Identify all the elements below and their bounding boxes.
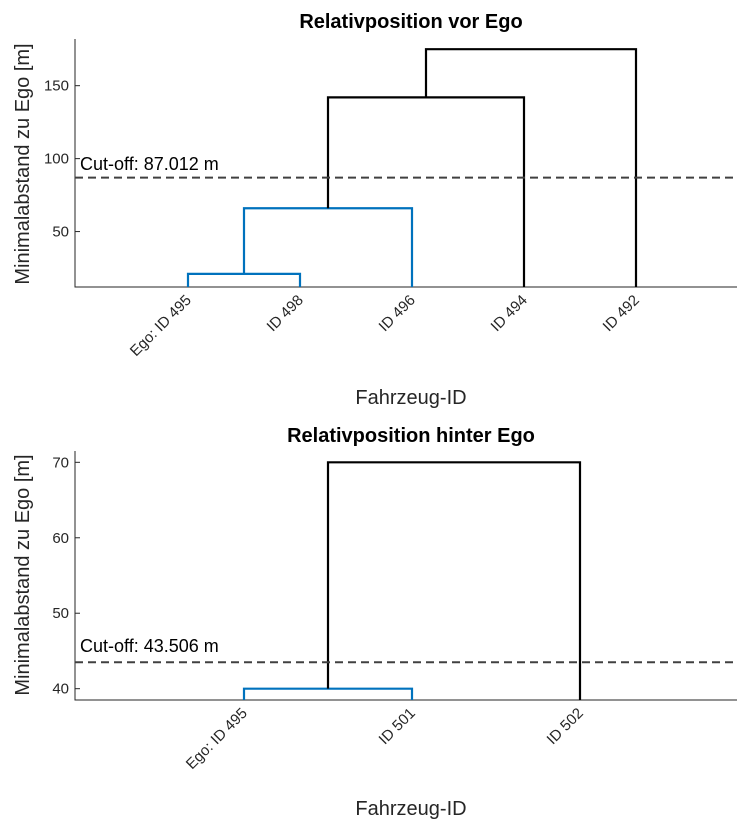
cutoff-label: Cut-off: 43.506 m — [80, 636, 219, 656]
dendrogram-panel-rear: Relativposition hinter Ego Minimalabstan… — [12, 425, 737, 820]
y-tick-label: 50 — [52, 224, 69, 241]
y-axis-label: Minimalabstand zu Ego [m] — [12, 43, 34, 284]
y-tick-label: 60 — [52, 530, 69, 547]
chart-title: Relativposition hinter Ego — [287, 425, 535, 447]
x-tick-label: ID 502 — [544, 705, 587, 748]
y-tick-label: 50 — [52, 605, 69, 622]
x-tick-label: ID 498 — [264, 292, 307, 335]
x-tick-label: ID 494 — [488, 292, 531, 335]
y-tick-label: 150 — [44, 78, 69, 95]
y-tick-label: 40 — [52, 681, 69, 698]
y-axis-label: Minimalabstand zu Ego [m] — [12, 454, 34, 695]
dendrogram-link — [242, 687, 414, 700]
x-tick-label: Ego: ID 495 — [127, 292, 195, 360]
x-tick-label: ID 496 — [376, 292, 419, 335]
y-tick-label: 70 — [52, 454, 69, 471]
x-axis-label: Fahrzeug-ID — [355, 387, 466, 409]
chart-title: Relativposition vor Ego — [299, 11, 522, 33]
dendrogram-panel-front: Relativposition vor Ego Minimalabstand z… — [12, 11, 737, 409]
axis-lines — [74, 39, 737, 288]
x-tick-label: ID 501 — [376, 705, 419, 748]
dendrogram-link — [424, 48, 638, 287]
dendrogram-link — [326, 461, 582, 700]
x-axis-label: Fahrzeug-ID — [355, 798, 466, 820]
x-tick-label: Ego: ID 495 — [183, 705, 251, 773]
axis-lines — [74, 451, 737, 701]
cutoff-label: Cut-off: 87.012 m — [80, 154, 219, 174]
dendrogram-link — [326, 96, 526, 287]
y-tick-label: 100 — [44, 151, 69, 168]
x-tick-label: ID 492 — [600, 292, 643, 335]
dendrogram-link — [242, 207, 414, 287]
dendrogram-link — [186, 272, 302, 287]
